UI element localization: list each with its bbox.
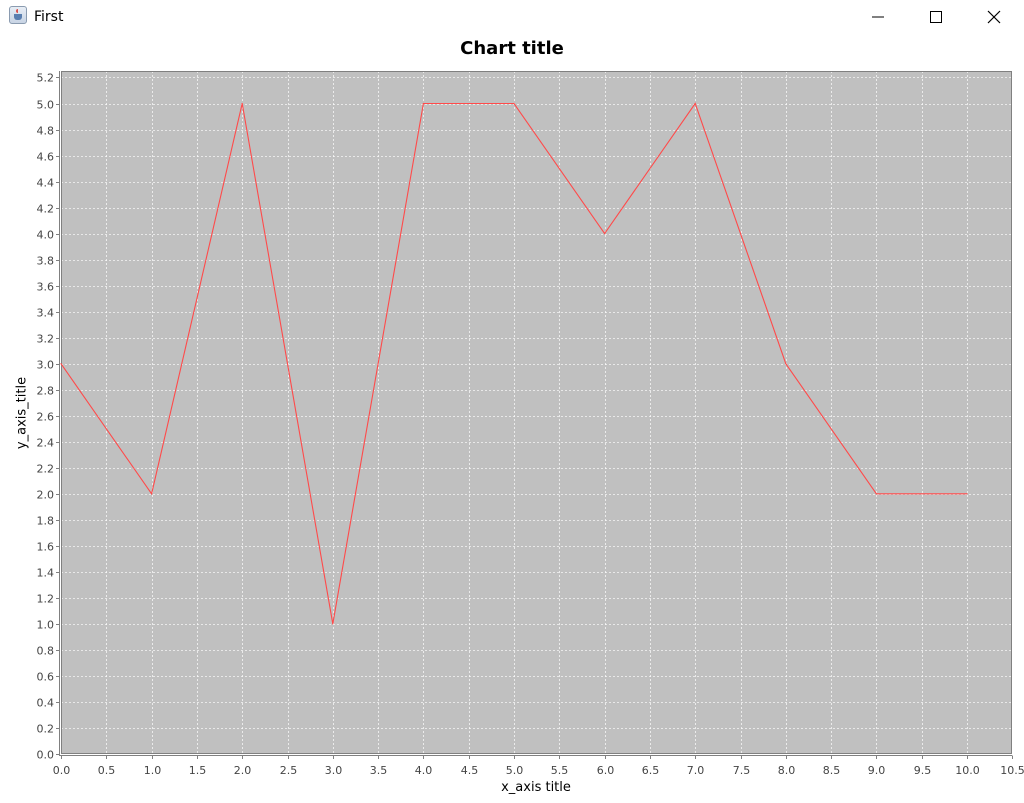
y-tick-label: 3.8 (37, 255, 55, 268)
data-point (513, 102, 515, 105)
y-tick-label: 3.6 (37, 281, 55, 294)
y-tick-label: 0.0 (37, 749, 55, 762)
x-tick-label: 2.0 (234, 764, 252, 777)
x-tick-label: 4.0 (415, 764, 433, 777)
close-button[interactable] (970, 0, 1016, 34)
minimize-button[interactable] (855, 0, 901, 34)
x-tick-label: 8.5 (823, 764, 841, 777)
y-tick-label: 3.2 (37, 333, 55, 346)
x-tick-label: 9.5 (914, 764, 932, 777)
data-point (694, 102, 696, 105)
y-tick-label: 3.0 (37, 359, 55, 372)
y-tick-label: 4.2 (37, 203, 55, 216)
chart-title: Chart title (460, 38, 564, 59)
x-tick-label: 2.5 (280, 764, 298, 777)
y-tick-label: 0.2 (37, 723, 55, 736)
y-tick-label: 2.4 (37, 437, 55, 450)
y-tick-label: 3.4 (37, 307, 55, 320)
data-point (422, 102, 424, 105)
maximize-button[interactable] (912, 0, 958, 34)
y-tick-label: 5.2 (37, 72, 55, 85)
window-title: First (34, 9, 64, 25)
data-point (966, 493, 968, 495)
data-point (875, 493, 878, 495)
y-tick-label: 0.8 (37, 645, 55, 658)
java-cup-icon (9, 6, 27, 24)
minimize-icon (872, 16, 884, 18)
x-tick-label: 1.5 (189, 764, 207, 777)
y-tick-label: 1.4 (37, 567, 55, 580)
data-point (332, 623, 334, 625)
y-tick-label: 4.6 (37, 151, 55, 164)
x-tick-label: 5.0 (506, 764, 524, 777)
x-tick-label: 3.0 (325, 764, 343, 777)
data-point (785, 363, 787, 365)
x-tick-label: 4.5 (461, 764, 479, 777)
y-tick-label: 2.6 (37, 411, 55, 424)
data-point (60, 363, 62, 365)
y-tick-label: 2.0 (37, 489, 55, 502)
y-tick-label: 4.0 (37, 229, 55, 242)
x-tick-label: 6.5 (642, 764, 660, 777)
y-tick-label: 2.2 (37, 463, 55, 476)
x-tick-label: 3.5 (370, 764, 388, 777)
x-tick-label: 0.5 (98, 764, 116, 777)
x-tick-label: 10.5 (1000, 764, 1024, 777)
window-titlebar[interactable]: First (0, 0, 1024, 34)
x-tick-label: 0.0 (53, 764, 71, 777)
x-tick-label: 10.0 (955, 764, 980, 777)
x-tick-label: 8.0 (778, 764, 796, 777)
x-tick-label: 7.5 (733, 764, 751, 777)
y-tick-label: 0.4 (37, 697, 55, 710)
data-point (151, 493, 153, 495)
maximize-icon (930, 11, 942, 23)
y-tick-label: 1.0 (37, 619, 55, 632)
x-tick-label: 9.0 (868, 764, 886, 777)
x-tick-label: 6.0 (597, 764, 615, 777)
x-tick-label: 1.0 (144, 764, 162, 777)
plot-area (61, 71, 1012, 754)
x-tick-label: 7.0 (687, 764, 705, 777)
y-tick-label: 5.0 (37, 99, 55, 112)
data-point (241, 102, 243, 105)
y-tick-label: 1.6 (37, 541, 55, 554)
y-tick-label: 1.2 (37, 593, 55, 606)
plot-border (61, 71, 1012, 754)
y-tick-label: 2.8 (37, 385, 55, 398)
x-tick-label: 5.5 (551, 764, 569, 777)
y-tick-label: 4.4 (37, 177, 55, 190)
y-tick-label: 0.6 (37, 671, 55, 684)
data-point (604, 233, 606, 235)
y-tick-label: 1.8 (37, 515, 55, 528)
y-tick-label: 4.8 (37, 125, 55, 138)
close-icon (987, 10, 1001, 24)
x-axis-label: x_axis title (501, 780, 571, 795)
